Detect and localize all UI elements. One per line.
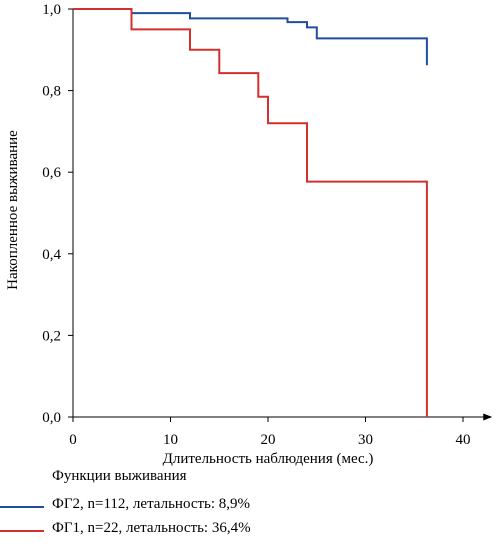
legend: Функции выживания ФГ2, n=112, летальност… [0,468,504,558]
legend-item-fg2: ФГ2, n=112, летальность: 8,9% [0,496,504,518]
legend-title: Функции выживания [52,468,187,484]
survival-curve-fg2 [73,8,428,66]
legend-label-fg2: ФГ2, n=112, летальность: 8,9% [52,496,251,512]
y-tick-label: 0,8 [42,84,61,100]
legend-swatch-fg2 [0,506,44,508]
survival-curve-fg1 [73,8,428,417]
survival-chart: 0 10 20 30 40 0,0 0,2 0,4 0,6 0,8 1,0 Длительность … [5,2,493,467]
x-tick-label: 40 [456,432,471,448]
chart-axes [68,8,493,422]
chart-series [73,8,428,417]
chart-labels: 0 10 20 30 40 0,0 0,2 0,4 0,6 0,8 1,0 Длительность … [5,2,471,467]
y-axis-title: Накопленное выживание [5,130,21,290]
legend-label-fg1: ФГ1, n=22, летальность: 36,4% [52,520,251,536]
y-tick-label: 0,0 [42,410,61,426]
x-tick-label: 30 [358,432,373,448]
x-tick-label: 20 [261,432,276,448]
y-tick-label: 0,4 [42,247,61,263]
y-tick-label: 1,0 [42,2,61,18]
y-tick-label: 0,6 [42,165,61,181]
legend-swatch-fg1 [0,530,44,532]
legend-item-fg1: ФГ1, n=22, летальность: 36,4% [0,520,504,542]
x-axis-arrow [483,413,493,421]
y-tick-label: 0,2 [42,328,61,344]
x-axis-title: Длительность наблюдения (мес.) [163,451,374,467]
x-tick-label: 0 [69,432,77,448]
x-tick-label: 10 [163,432,178,448]
